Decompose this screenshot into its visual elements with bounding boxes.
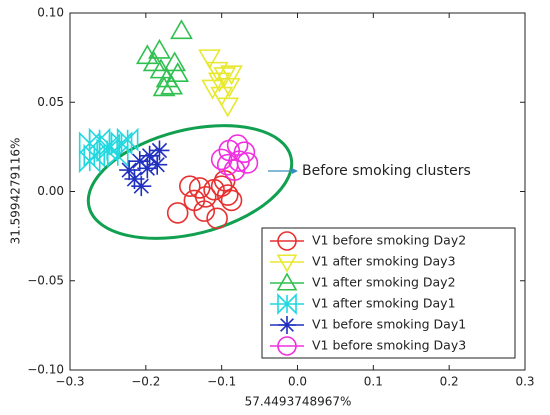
point: [208, 72, 231, 93]
point: [148, 38, 171, 59]
point: [170, 19, 193, 40]
legend-label: V1 after smoking Day1: [312, 296, 456, 311]
point: [213, 67, 237, 88]
point: [206, 207, 228, 230]
cluster-ellipse: [86, 124, 294, 240]
point: [220, 189, 243, 212]
x-tick-label: 0.3: [515, 375, 534, 389]
point: [78, 149, 101, 174]
legend-label: V1 before smoking Day3: [312, 338, 466, 353]
x-tick-label: 0.1: [364, 375, 383, 389]
y-tick-label: 0.10: [37, 6, 64, 20]
legend: [261, 227, 516, 359]
point: [226, 134, 249, 156]
point: [194, 186, 217, 208]
arrow-head: [292, 168, 298, 174]
x-tick-label: −0.2: [131, 375, 160, 389]
point: [137, 158, 158, 179]
y-tick-label: 0.05: [37, 95, 64, 109]
x-tick-label: −0.1: [207, 375, 236, 389]
point: [147, 154, 168, 175]
legend-label: V1 before smoking Day1: [312, 317, 466, 332]
y-tick-label: −0.05: [27, 273, 64, 287]
point: [216, 97, 240, 118]
point: [166, 202, 189, 224]
point: [149, 140, 170, 161]
legend-label: V1 after smoking Day2: [312, 275, 456, 290]
point: [160, 74, 183, 95]
point: [139, 145, 160, 166]
point: [216, 184, 239, 206]
legend-label: V1 before smoking Day2: [312, 233, 466, 248]
point: [166, 62, 190, 82]
point: [223, 159, 246, 181]
point: [198, 49, 221, 70]
point: [116, 127, 139, 152]
x-axis-label: 57.4493748967%: [245, 395, 352, 409]
legend-marker: [276, 254, 298, 273]
point: [129, 151, 150, 172]
annotation: Before smoking clusters: [302, 163, 471, 179]
point: [236, 152, 259, 174]
legend-label: V1 after smoking Day3: [312, 254, 456, 269]
point: [152, 76, 176, 97]
y-axis-label: 31.5994279116%: [9, 138, 23, 245]
point: [119, 160, 140, 181]
point: [131, 176, 152, 197]
legend-marker: [276, 272, 298, 291]
x-tick-label: 0.0: [288, 375, 307, 389]
y-tick-label: 0.00: [37, 184, 64, 198]
x-tick-label: 0.2: [440, 375, 459, 389]
point: [205, 61, 229, 82]
point: [220, 65, 243, 86]
point: [179, 175, 201, 197]
x-tick-label: −0.3: [55, 375, 84, 389]
point: [183, 189, 206, 212]
y-tick-label: −0.10: [27, 363, 64, 377]
